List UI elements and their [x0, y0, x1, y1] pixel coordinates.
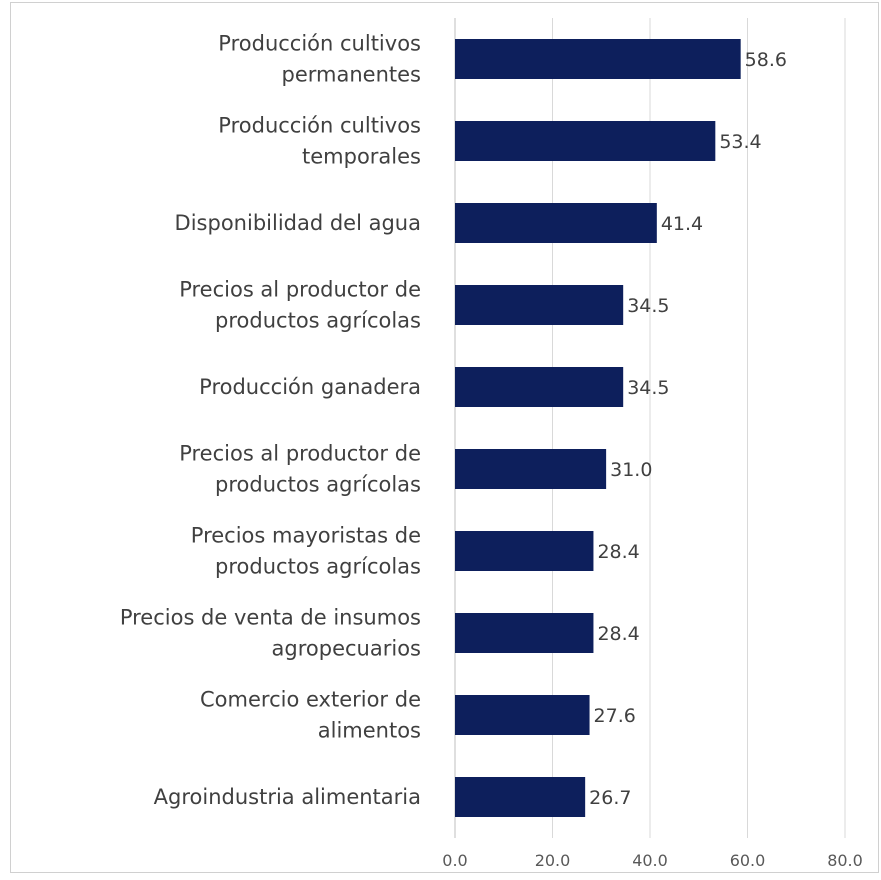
data-label: 58.6 [745, 49, 787, 71]
data-label: 53.4 [719, 131, 761, 153]
data-label: 27.6 [594, 705, 636, 727]
bar [455, 39, 741, 79]
data-label: 28.4 [597, 541, 639, 563]
bar [455, 531, 594, 571]
category-label: Precios de venta de insumos agropecuarios [120, 606, 421, 661]
bar [455, 695, 590, 735]
category-label: Producción cultivos temporales [218, 114, 421, 169]
x-tick-label: 0.0 [442, 851, 467, 870]
category-labels: Producción cultivos permanentes Producción… [120, 32, 421, 810]
x-tick-label: 60.0 [730, 851, 766, 870]
bars [455, 39, 741, 817]
category-label: Comercio exterior de alimentos [200, 688, 421, 743]
bar [455, 777, 586, 817]
data-label: 34.5 [627, 295, 669, 317]
x-tick-label: 40.0 [632, 851, 668, 870]
bar [455, 449, 607, 489]
category-label: Producción cultivos permanentes [218, 32, 421, 87]
category-label: Precios al productor de productos agrícol… [179, 278, 421, 333]
category-label: Precios mayoristas de productos agrícolas [191, 524, 421, 579]
data-label: 26.7 [589, 787, 631, 809]
data-label: 41.4 [661, 213, 703, 235]
x-axis-ticks: 0.0 20.0 40.0 60.0 80.0 [442, 851, 863, 870]
category-label: Agroindustria alimentaria [154, 785, 421, 809]
data-label: 34.5 [627, 377, 669, 399]
data-label: 28.4 [597, 623, 639, 645]
chart-frame [10, 2, 879, 873]
bar [455, 613, 594, 653]
bar [455, 367, 624, 407]
bar [455, 121, 716, 161]
category-label: Producción ganadera [199, 375, 421, 399]
data-label: 31.0 [610, 459, 652, 481]
category-label: Precios al productor de productos agrícol… [179, 442, 421, 497]
category-label: Disponibilidad del agua [175, 211, 421, 235]
data-labels: 58.6 53.4 41.4 34.5 34.5 31.0 28.4 28.4 27.6 26.7 [589, 49, 787, 809]
bar [455, 203, 657, 243]
bar [455, 285, 624, 325]
x-tick-label: 80.0 [827, 851, 863, 870]
x-tick-label: 20.0 [535, 851, 571, 870]
